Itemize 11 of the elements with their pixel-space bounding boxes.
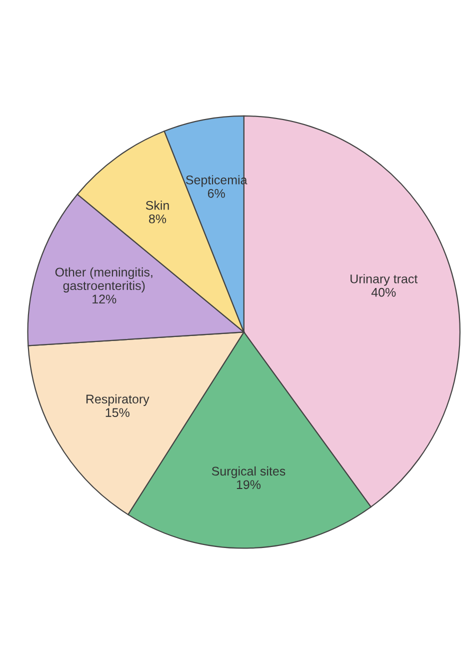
data-label: 40%: [371, 288, 396, 297]
data-label: 19%: [236, 480, 261, 490]
slice-label: Other (meningitis, gastroenteritis): [55, 267, 152, 293]
data-label: 6%: [208, 188, 225, 198]
data-label: 15%: [106, 408, 130, 417]
data-label: 12%: [92, 294, 116, 304]
slice-label: Urinary tract: [350, 274, 418, 286]
data-label: 8%: [149, 214, 166, 224]
slice-label: Surgical sites: [212, 466, 286, 478]
slice-label: Skin: [146, 200, 169, 210]
slice-label: Respiratory: [86, 394, 150, 406]
